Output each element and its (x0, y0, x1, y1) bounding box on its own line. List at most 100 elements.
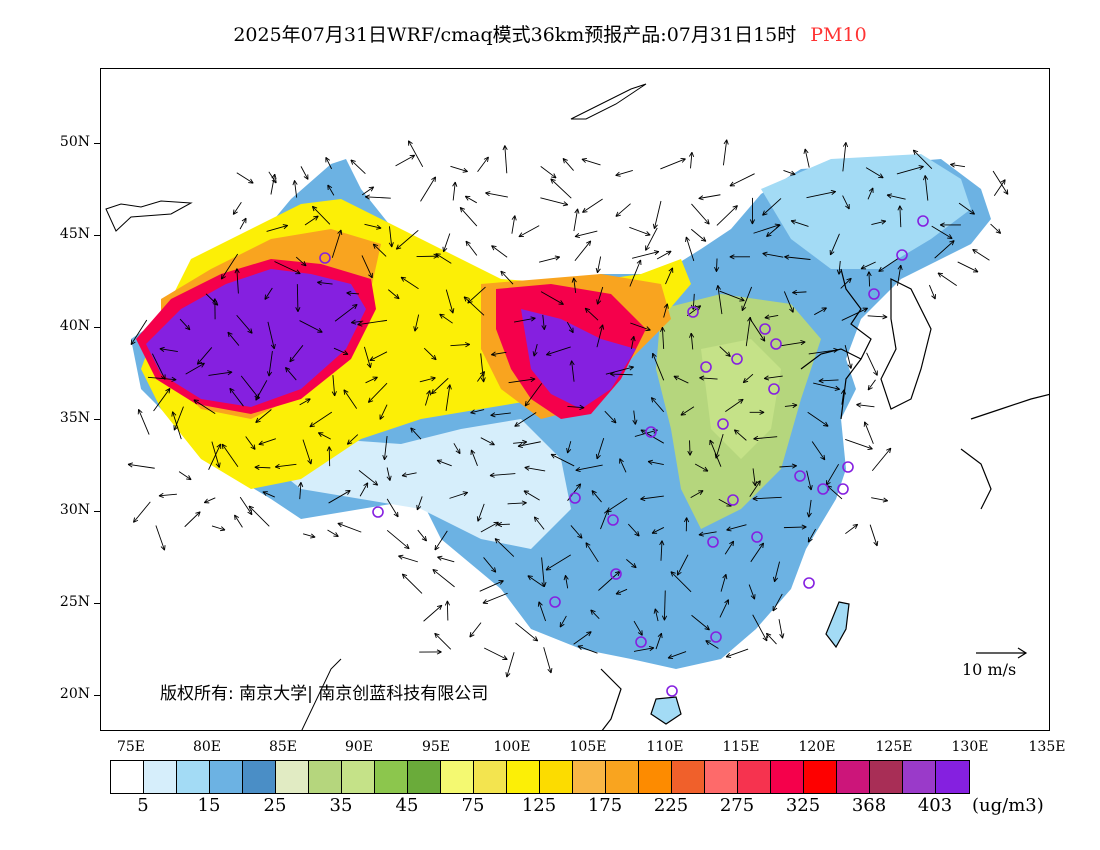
wind-vector (361, 186, 375, 196)
lat-tick (94, 695, 100, 696)
lat-label-50n: 50N (59, 134, 90, 150)
colorbar (110, 760, 970, 794)
wind-vector (179, 318, 191, 331)
wind-vector (408, 140, 424, 168)
wind-vector (784, 402, 798, 409)
wind-vector (262, 491, 275, 498)
wind-vector (722, 139, 729, 166)
wind-vector (773, 561, 781, 583)
wind-vector (524, 383, 543, 407)
city-marker (837, 483, 849, 495)
wind-vector (633, 620, 643, 636)
wind-vector (435, 253, 452, 264)
wind-vector (752, 495, 782, 502)
wind-vector (317, 432, 331, 440)
wind-vector (596, 286, 604, 305)
wind-vector (567, 404, 585, 410)
wind-vector (615, 170, 633, 177)
wind-vector (550, 453, 575, 467)
wind-vector (615, 588, 628, 595)
wind-vector (363, 346, 372, 368)
colorbar-swatch (771, 761, 804, 793)
wind-vector (690, 228, 707, 242)
wind-vector (537, 601, 547, 622)
wind-vector (413, 314, 420, 332)
wind-vector (480, 437, 495, 446)
wind-vector (304, 215, 319, 226)
wind-vector (452, 181, 458, 201)
wind-vector (950, 162, 966, 168)
wind-vector (724, 540, 735, 555)
wind-vector (867, 314, 888, 320)
city-marker (687, 306, 699, 318)
wind-vector (866, 352, 878, 376)
wind-vector (766, 224, 781, 238)
lat-label-20n: 20N (59, 686, 90, 702)
wind-vector (584, 307, 599, 321)
wind-vector (630, 335, 636, 349)
colorbar-unit: (ug/m3) (972, 795, 1044, 816)
wind-vector (750, 542, 764, 563)
wind-vector (511, 215, 517, 234)
wind-vector (239, 496, 253, 516)
wind-vector (437, 555, 455, 563)
city-marker (700, 361, 712, 373)
wind-vector (690, 490, 704, 499)
wind-vector (361, 255, 373, 279)
wind-vector (480, 521, 499, 533)
wind-vector (972, 248, 990, 261)
wind-vector (420, 176, 437, 202)
wind-vector (626, 559, 637, 569)
wind-vector (328, 489, 351, 504)
wind-vector (629, 226, 651, 236)
wind-vector (665, 267, 674, 285)
wind-vector (127, 462, 155, 469)
lat-label-40n: 40N (59, 318, 90, 334)
wind-vector (993, 179, 1006, 197)
wind-vector (469, 622, 482, 638)
wind-vector (683, 517, 690, 532)
city-markers (319, 215, 929, 697)
wind-vector (699, 375, 718, 381)
wind-vector (419, 649, 442, 655)
wind-vector (574, 240, 592, 262)
wind-vector (720, 573, 728, 592)
wind-vector (255, 380, 268, 401)
wind-vector (742, 373, 754, 384)
wind-vector (540, 166, 557, 179)
wind-vector (543, 647, 553, 674)
wind-vector (562, 158, 574, 171)
wind-vector (863, 421, 874, 444)
wind-vector (596, 324, 605, 348)
colorbar-swatch (573, 761, 606, 793)
wind-vector (766, 632, 777, 645)
wind-vector (432, 569, 455, 588)
wind-vector (445, 289, 455, 314)
city-marker (707, 536, 719, 548)
colorbar-label: 35 (329, 795, 353, 816)
japan-outline (960, 393, 1049, 510)
lon-label-100e: 100E (493, 739, 531, 755)
colorbar-label: 368 (851, 795, 887, 816)
wind-vector (171, 411, 182, 440)
wind-vector (749, 480, 761, 497)
wind-vector (327, 184, 335, 196)
city-marker (817, 483, 829, 495)
wind-vector (840, 389, 846, 405)
colorbar-swatch (540, 761, 573, 793)
bohai-coast (800, 348, 862, 370)
wind-vector (133, 501, 151, 523)
city-marker (645, 426, 657, 438)
lat-tick (94, 603, 100, 604)
city-marker (319, 252, 331, 264)
wind-vector (325, 156, 333, 170)
city-marker (770, 338, 782, 350)
wind-vector (778, 619, 785, 639)
wind-vector (400, 276, 419, 290)
wind-vector (783, 524, 807, 530)
wind-vector (379, 404, 388, 420)
colorbar-swatch (606, 761, 639, 793)
wind-vector (327, 529, 339, 537)
wind-vector (258, 438, 276, 446)
colorbar-swatch (837, 761, 870, 793)
